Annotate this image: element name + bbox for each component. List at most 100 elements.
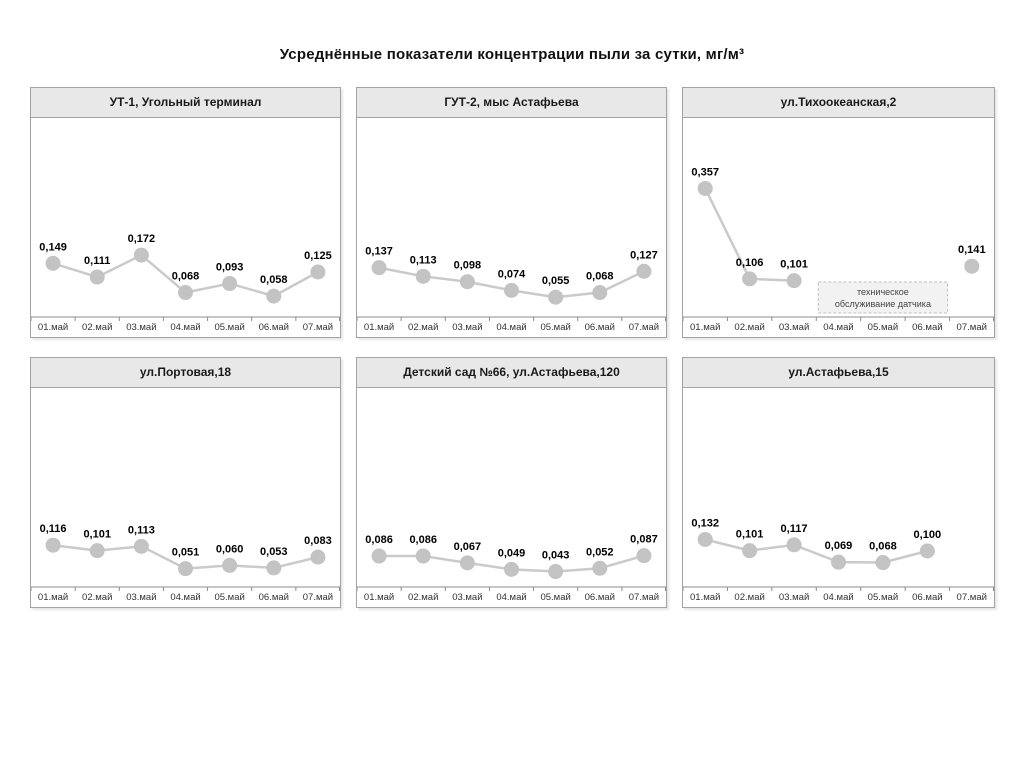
svg-text:0,100: 0,100 [914,529,942,541]
svg-text:0,087: 0,087 [630,534,658,546]
svg-text:03.май: 03.май [126,592,156,603]
chart-panel-portovaya: ул.Портовая,18 01.май 02.май 03.май 04.май 0… [30,357,341,608]
svg-text:0,060: 0,060 [216,543,244,555]
svg-text:05.май: 05.май [868,322,898,333]
svg-text:06.май: 06.май [912,592,942,603]
svg-text:04.май: 04.май [823,592,853,603]
chart-title: ул.Тихоокеанская,2 [683,88,994,118]
svg-text:0,083: 0,083 [304,535,332,547]
svg-text:0,068: 0,068 [586,271,614,283]
svg-text:04.май: 04.май [496,322,526,333]
svg-text:0,172: 0,172 [128,233,156,245]
svg-text:03.май: 03.май [452,592,482,603]
svg-text:0,086: 0,086 [409,534,437,546]
chart-canvas: 01.май 02.май 03.май 04.май 05.май 06.май 07.м… [31,523,340,603]
svg-text:0,117: 0,117 [781,523,808,535]
svg-text:04.май: 04.май [823,322,853,333]
svg-text:02.май: 02.май [82,322,112,333]
svg-text:07.май: 07.май [957,592,987,603]
svg-text:0,049: 0,049 [498,547,526,559]
svg-text:0,125: 0,125 [304,250,332,262]
svg-text:0,357: 0,357 [691,167,719,179]
svg-text:0,051: 0,051 [172,547,200,559]
svg-text:05.май: 05.май [214,592,244,603]
svg-text:01.май: 01.май [364,322,394,333]
chart-canvas: 01.май 02.май 03.май 04.май 05.май 06.май 07.м… [357,534,666,603]
chart-panel-astafyeva15: ул.Астафьева,15 01.май 02.май 03.май 04.май… [682,357,995,608]
chart-canvas: 01.май 02.май 03.май 04.май 05.май 06.май 07.м… [683,518,994,603]
svg-text:0,141: 0,141 [958,244,986,256]
svg-text:0,101: 0,101 [736,529,764,541]
svg-text:0,074: 0,074 [498,268,526,280]
svg-text:01.май: 01.май [38,592,68,603]
chart-title: ул.Астафьева,15 [683,358,994,388]
page-title: Усреднённые показатели концентрации пыли… [279,46,745,63]
svg-text:03.май: 03.май [779,592,809,603]
svg-text:0,101: 0,101 [780,259,808,271]
svg-text:01.май: 01.май [690,592,720,603]
svg-text:0,043: 0,043 [542,550,570,562]
svg-text:06.май: 06.май [585,592,615,603]
svg-text:0,098: 0,098 [454,260,482,272]
svg-text:03.май: 03.май [779,322,809,333]
svg-text:03.май: 03.май [126,322,156,333]
svg-text:02.май: 02.май [734,592,764,603]
svg-text:01.май: 01.май [364,592,394,603]
svg-text:0,067: 0,067 [454,541,482,553]
svg-text:02.май: 02.май [408,322,438,333]
svg-text:02.май: 02.май [82,592,112,603]
chart-title: УТ-1, Угольный терминал [31,88,340,118]
svg-text:06.май: 06.май [912,322,942,333]
svg-text:0,149: 0,149 [39,241,67,253]
chart-title: Детский сад №66, ул.Астафьева,120 [357,358,666,388]
svg-text:0,058: 0,058 [260,274,288,286]
svg-text:01.май: 01.май [38,322,68,333]
svg-text:0,093: 0,093 [216,262,244,274]
svg-text:0,053: 0,053 [260,546,288,558]
chart-panel-gut2: ГУТ-2, мыс Астафьева 01.май 02.май 03.май 0… [356,87,667,338]
svg-text:07.май: 07.май [629,592,659,603]
svg-text:техническое: техническое [857,287,909,297]
chart-title: ул.Портовая,18 [31,358,340,388]
chart-panel-ut1: УТ-1, Угольный терминал 01.май 02.май 03.м… [30,87,341,338]
svg-text:0,068: 0,068 [869,541,897,553]
svg-text:0,101: 0,101 [83,529,111,541]
svg-text:07.май: 07.май [957,322,987,333]
svg-text:06.май: 06.май [259,592,289,603]
svg-text:04.май: 04.май [170,592,200,603]
chart-canvas: 01.май 02.май 03.май 04.май 05.май 06.май 07.м… [683,167,994,333]
svg-text:0,111: 0,111 [84,255,110,267]
svg-text:0,052: 0,052 [586,546,614,558]
charts-grid: УТ-1, Угольный терминал 01.май 02.май 03.м… [30,87,995,608]
svg-text:0,113: 0,113 [128,524,155,536]
svg-text:0,137: 0,137 [365,246,393,258]
svg-text:05.май: 05.май [214,322,244,333]
chart-panel-detsad66: Детский сад №66, ул.Астафьева,120 01.май… [356,357,667,608]
svg-text:0,069: 0,069 [825,540,853,552]
svg-text:05.май: 05.май [540,322,570,333]
svg-text:07.май: 07.май [303,322,333,333]
chart-canvas: 01.май 02.май 03.май 04.май 05.май 06.май 07.м… [31,233,340,333]
svg-text:0,068: 0,068 [172,271,200,283]
svg-text:07.май: 07.май [629,322,659,333]
svg-text:0,116: 0,116 [40,523,67,535]
svg-text:0,127: 0,127 [630,249,658,261]
svg-text:02.май: 02.май [408,592,438,603]
svg-text:0,106: 0,106 [736,257,764,269]
svg-text:04.май: 04.май [496,592,526,603]
svg-text:07.май: 07.май [303,592,333,603]
svg-text:04.май: 04.май [170,322,200,333]
svg-text:05.май: 05.май [868,592,898,603]
svg-text:03.май: 03.май [452,322,482,333]
svg-text:02.май: 02.май [734,322,764,333]
svg-text:06.май: 06.май [259,322,289,333]
svg-text:05.май: 05.май [540,592,570,603]
chart-panel-tihookeanskaya: ул.Тихоокеанская,2 01.май 02.май 03.май 04.… [682,87,995,338]
svg-text:01.май: 01.май [690,322,720,333]
svg-text:06.май: 06.май [585,322,615,333]
svg-text:0,086: 0,086 [365,534,393,546]
chart-title: ГУТ-2, мыс Астафьева [357,88,666,118]
chart-canvas: 01.май 02.май 03.май 04.май 05.май 06.май 07.м… [357,246,666,333]
svg-text:обслуживание датчика: обслуживание датчика [835,299,932,309]
svg-text:0,113: 0,113 [410,254,437,266]
